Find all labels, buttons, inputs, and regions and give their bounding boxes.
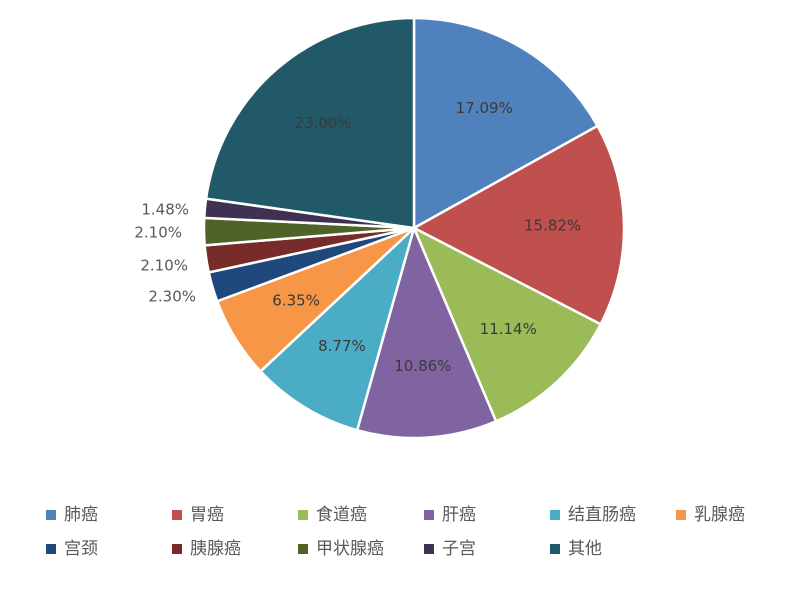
legend-swatch bbox=[298, 510, 308, 520]
slice-label-11: 23.00% bbox=[294, 114, 351, 132]
legend-item-5: 结直肠癌 bbox=[550, 505, 636, 525]
pie-slice-11 bbox=[204, 16, 416, 230]
legend-swatch bbox=[172, 510, 182, 520]
legend-swatch bbox=[424, 510, 434, 520]
legend-item-10: 子宫 bbox=[424, 539, 476, 559]
legend-item-9: 甲状腺癌 bbox=[298, 539, 384, 559]
legend-label: 胰腺癌 bbox=[190, 539, 241, 559]
legend-label: 甲状腺癌 bbox=[316, 539, 384, 559]
slice-label-2: 15.82% bbox=[524, 216, 581, 234]
pie-slice-4 bbox=[355, 226, 498, 440]
slice-label-6: 6.35% bbox=[272, 291, 320, 309]
pie-slice-3 bbox=[412, 226, 602, 423]
legend-swatch bbox=[172, 544, 182, 554]
legend-swatch bbox=[424, 544, 434, 554]
pie-chart-svg: 17.09% 15.82% 11.14% 10.86% 8.77% 6.35% 2.30% 2… bbox=[134, 16, 626, 440]
legend-label: 宫颈 bbox=[64, 539, 98, 559]
legend-label: 胃癌 bbox=[190, 505, 224, 525]
legend-row-2: 宫颈 胰腺癌 甲状腺癌 子宫 其他 bbox=[46, 539, 786, 573]
legend-swatch bbox=[46, 510, 56, 520]
pie-slice-2 bbox=[412, 124, 626, 326]
legend-label: 子宫 bbox=[442, 539, 476, 559]
pie-slice-5 bbox=[259, 226, 416, 432]
legend-label: 食道癌 bbox=[316, 505, 367, 525]
slice-label-5: 8.77% bbox=[318, 337, 366, 355]
slice-label-4: 10.86% bbox=[394, 357, 451, 375]
slice-label-8: 2.10% bbox=[140, 257, 188, 275]
slice-label-1: 17.09% bbox=[456, 99, 513, 117]
legend-item-4: 肝癌 bbox=[424, 505, 476, 525]
legend-label: 乳腺癌 bbox=[694, 505, 745, 525]
legend-label: 结直肠癌 bbox=[568, 505, 636, 525]
legend-label: 肺癌 bbox=[64, 505, 98, 525]
slice-label-9: 2.10% bbox=[134, 224, 182, 242]
legend-item-2: 胃癌 bbox=[172, 505, 224, 525]
slice-label-7: 2.30% bbox=[148, 288, 196, 306]
legend-item-11: 其他 bbox=[550, 539, 602, 559]
legend-swatch bbox=[298, 544, 308, 554]
legend-item-7: 宫颈 bbox=[46, 539, 98, 559]
legend-label: 肝癌 bbox=[442, 505, 476, 525]
legend-row-1: 肺癌 胃癌 食道癌 肝癌 结直肠癌 乳腺癌 bbox=[46, 505, 786, 539]
legend-item-1: 肺癌 bbox=[46, 505, 98, 525]
slice-label-10: 1.48% bbox=[141, 201, 189, 219]
legend-item-8: 胰腺癌 bbox=[172, 539, 241, 559]
legend-swatch bbox=[550, 510, 560, 520]
legend-item-6: 乳腺癌 bbox=[676, 505, 745, 525]
pie-slice-1 bbox=[412, 16, 599, 230]
legend-swatch bbox=[46, 544, 56, 554]
legend-swatch bbox=[676, 510, 686, 520]
chart-legend: 肺癌 胃癌 食道癌 肝癌 结直肠癌 乳腺癌宫颈 胰腺癌 甲状腺癌 子宫 其他 bbox=[46, 505, 786, 573]
legend-item-3: 食道癌 bbox=[298, 505, 367, 525]
slice-label-3: 11.14% bbox=[480, 320, 537, 338]
legend-label: 其他 bbox=[568, 539, 602, 559]
legend-swatch bbox=[550, 544, 560, 554]
